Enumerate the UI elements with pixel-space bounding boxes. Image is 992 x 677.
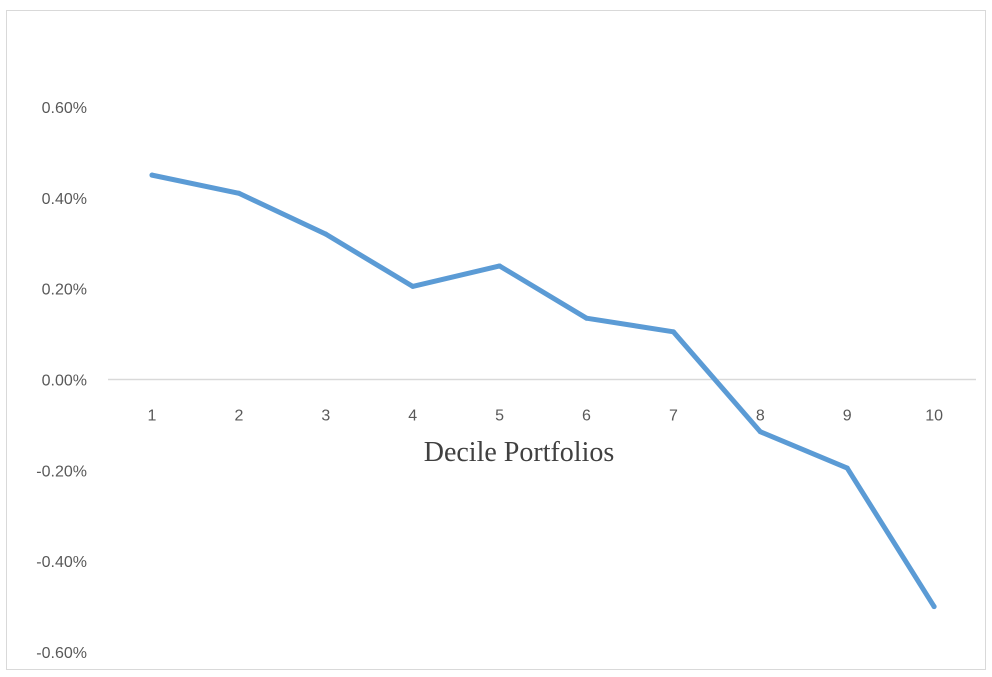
x-tick-label: 9 (843, 408, 852, 425)
y-tick-label: 0.20% (42, 282, 87, 299)
x-axis-label: Decile Portfolios (424, 437, 615, 468)
data-point (670, 329, 676, 335)
x-tick-label: 1 (148, 408, 157, 425)
y-tick-label: -0.60% (36, 645, 87, 662)
x-tick-label: 10 (925, 408, 943, 425)
x-tick-label: 2 (234, 408, 243, 425)
x-tick-label: 6 (582, 408, 591, 425)
data-point (584, 315, 589, 321)
y-tick-label: -0.40% (36, 554, 87, 571)
data-points (149, 172, 937, 610)
y-axis-ticks: 0.60% 0.40% 0.20% 0.00% -0.20% -0.40% -0.60% (36, 100, 87, 662)
x-tick-label: 4 (408, 408, 417, 425)
data-point (410, 283, 416, 289)
y-tick-label: 0.00% (42, 373, 87, 390)
x-tick-label: 5 (495, 408, 504, 425)
data-point (236, 190, 242, 196)
data-point (149, 172, 155, 178)
x-tick-label: 7 (669, 408, 678, 425)
y-tick-label: -0.20% (36, 463, 87, 480)
data-point (323, 231, 329, 237)
y-tick-label: 0.40% (42, 191, 87, 208)
x-axis-ticks: 1 2 3 4 5 6 7 8 9 10 (148, 408, 944, 425)
x-tick-label: 8 (756, 408, 765, 425)
data-point (497, 263, 503, 269)
data-point (931, 604, 937, 610)
data-point (844, 465, 850, 471)
series-line (149, 172, 937, 610)
x-tick-label: 3 (321, 408, 330, 425)
data-point (757, 429, 763, 435)
chart-frame (6, 10, 986, 670)
y-tick-label: 0.60% (42, 100, 87, 117)
